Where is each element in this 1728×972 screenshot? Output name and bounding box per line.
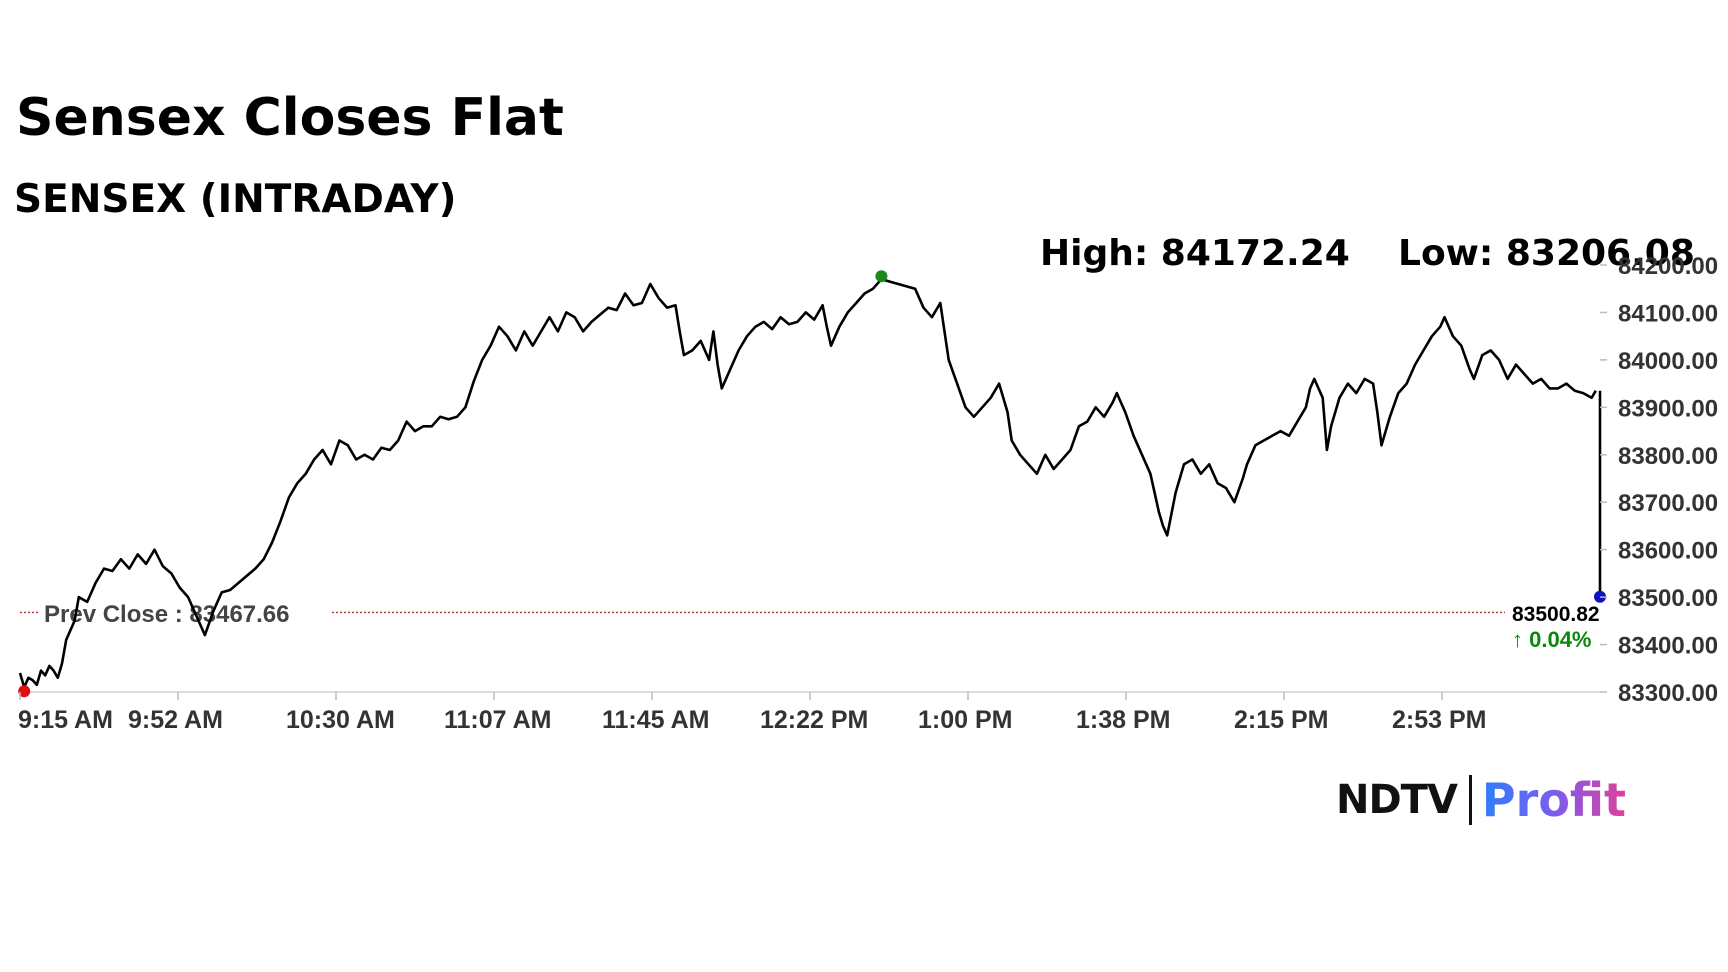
last-value-label: 83500.82 [1512,603,1600,626]
y-tick-label: 84000.00 [1618,348,1718,375]
x-tick-label: 9:15 AM [18,706,113,734]
high-marker [875,270,888,283]
y-tick-label: 83500.00 [1618,585,1718,612]
y-tick-label: 83800.00 [1618,443,1718,470]
y-axis: 83300.00 83400.00 83500.00 83600.00 83700.00… [1600,253,1718,707]
low-marker [18,685,31,698]
logo-profit: Profit [1481,773,1627,827]
x-tick-label: 10:30 AM [286,706,395,734]
y-tick-label: 84100.00 [1618,300,1718,327]
y-tick-label: 83600.00 [1618,538,1718,565]
y-tick-label: 83700.00 [1618,490,1718,517]
prev-close-label: Prev Close : 83467.66 [44,601,290,628]
x-tick-label: 11:07 AM [444,706,551,734]
y-tick-label: 84200.00 [1618,253,1718,280]
x-tick-label: 12:22 PM [760,706,868,734]
high-stat: High: 84172.24 [1040,233,1350,274]
page-title: Sensex Closes Flat [16,88,564,148]
x-tick-label: 9:52 AM [128,706,223,734]
change-percent: ↑ 0.04% [1512,627,1592,652]
x-axis: 9:15 AM 9:52 AM 10:30 AM 11:07 AM 11:45 AM 12… [18,692,1486,734]
page-subtitle: SENSEX (INTRADAY) [14,177,457,222]
y-tick-label: 83300.00 [1618,680,1718,707]
ndtv-profit-logo: NDTV Profit [1336,772,1626,828]
logo-separator [1468,775,1472,825]
series-line [18,277,1597,689]
y-tick-label: 83900.00 [1618,395,1718,422]
x-tick-label: 2:15 PM [1234,706,1328,734]
x-tick-label: 1:00 PM [918,706,1012,734]
x-tick-label: 2:53 PM [1392,706,1486,734]
x-tick-label: 11:45 AM [602,706,709,734]
x-tick-label: 1:38 PM [1076,706,1170,734]
y-tick-label: 83400.00 [1618,633,1718,660]
low-stat: Low: 83206.08 [1398,233,1695,274]
logo-ndtv: NDTV [1336,777,1458,823]
